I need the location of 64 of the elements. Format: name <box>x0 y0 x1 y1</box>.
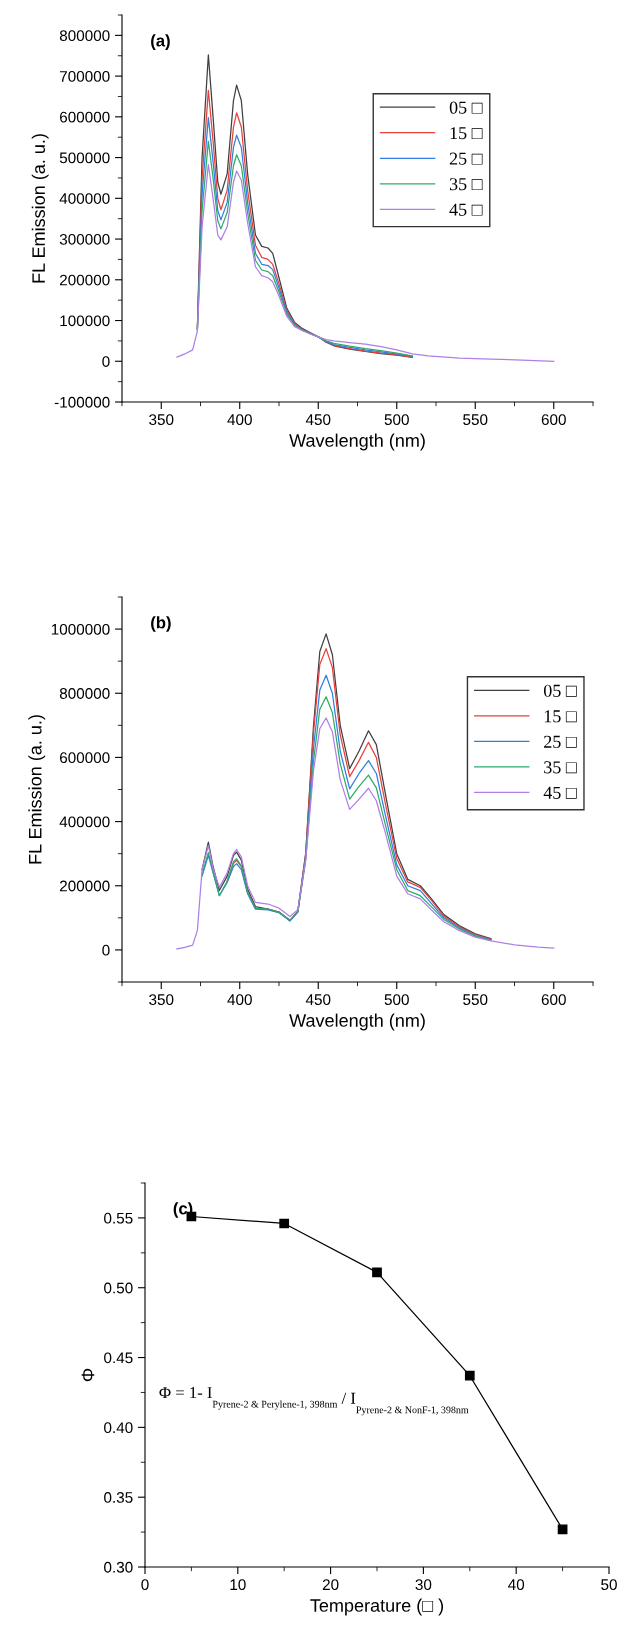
x-tick-label: 400 <box>227 414 252 426</box>
x-tick-label: 450 <box>305 414 331 426</box>
legend-label: 45 □ <box>543 786 577 799</box>
y-axis-title: Φ <box>81 1368 95 1382</box>
x-tick-label: 500 <box>384 994 409 1006</box>
y-tick-label: 0.30 <box>104 1561 133 1573</box>
x-tick-label: 450 <box>305 994 331 1006</box>
y-tick-label: 600000 <box>60 111 110 123</box>
y-tick-label: 0 <box>102 356 110 367</box>
x-tick-label: 550 <box>463 994 488 1006</box>
legend-label: 45 □ <box>449 203 483 216</box>
x-tick-label: 0 <box>141 1579 149 1591</box>
point <box>279 1218 290 1229</box>
point <box>557 1524 568 1535</box>
x-axis-title: Temperature (□ ) <box>310 1598 444 1616</box>
x-axis-title: Wavelength (nm) <box>289 1013 425 1031</box>
y-tick-label: 0.45 <box>104 1352 133 1364</box>
x-tick-label: 20 <box>322 1579 339 1591</box>
x-tick-label: 550 <box>463 414 488 426</box>
x-axis-title: Wavelength (nm) <box>289 433 425 451</box>
legend-label: 05 □ <box>449 101 483 114</box>
y-tick-label: 100000 <box>60 315 110 327</box>
legend-label: 35 □ <box>449 178 483 191</box>
x-tick-label: 600 <box>541 414 566 426</box>
point <box>372 1267 382 1278</box>
legend-label: 25 □ <box>449 152 483 165</box>
x-tick-label: 350 <box>149 414 174 426</box>
legend-label: 05 □ <box>543 684 577 697</box>
y-tick-label: 400000 <box>59 816 110 828</box>
x-tick-label: 350 <box>149 994 174 1006</box>
x-tick-label: 50 <box>601 1579 617 1591</box>
y-axis-title: FL Emission (a. u.) <box>28 715 46 864</box>
annotation: (b) <box>151 616 171 632</box>
x-tick-label: 10 <box>230 1579 246 1591</box>
y-tick-label: 200000 <box>59 880 110 892</box>
annotation: Φ = 1- IPyrene-2 & Perylene-1, 398nm / IPyrene-2 & NonF-1, 398nm <box>159 1387 469 1416</box>
y-tick-label: 1000000 <box>51 623 110 635</box>
y-tick-label: 0.35 <box>104 1492 133 1503</box>
y-tick-label: 600000 <box>60 752 110 764</box>
x-tick-label: 400 <box>227 994 252 1006</box>
x-tick-label: 40 <box>508 1579 525 1591</box>
y-tick-label: 0.55 <box>104 1212 133 1224</box>
legend-label: 25 □ <box>544 735 577 748</box>
y-tick-label: 200000 <box>59 274 110 286</box>
y-tick-label: 0 <box>102 944 110 956</box>
y-tick-label: 500000 <box>59 152 110 164</box>
y-tick-label: 800000 <box>59 688 110 699</box>
x-tick-label: 500 <box>384 414 409 426</box>
legend-label: 35 □ <box>544 761 577 774</box>
point <box>464 1370 475 1381</box>
line-series <box>176 163 555 362</box>
annotation: (a) <box>151 34 170 50</box>
x-tick-label: 30 <box>415 1579 432 1591</box>
y-tick-label: 0.50 <box>104 1282 133 1294</box>
y-tick-label: 0.40 <box>104 1422 133 1434</box>
y-tick-label: 300000 <box>59 233 110 245</box>
y-tick-label: 400000 <box>59 193 110 204</box>
legend-label: 15 □ <box>544 710 577 723</box>
y-tick-label: -100000 <box>54 396 110 408</box>
y-tick-label: 700000 <box>60 70 110 82</box>
y-axis-title: FL Emission (a. u.) <box>31 134 49 283</box>
x-tick-label: 600 <box>541 994 566 1006</box>
legend-label: 15 □ <box>450 127 483 140</box>
y-tick-label: 800000 <box>59 30 110 42</box>
